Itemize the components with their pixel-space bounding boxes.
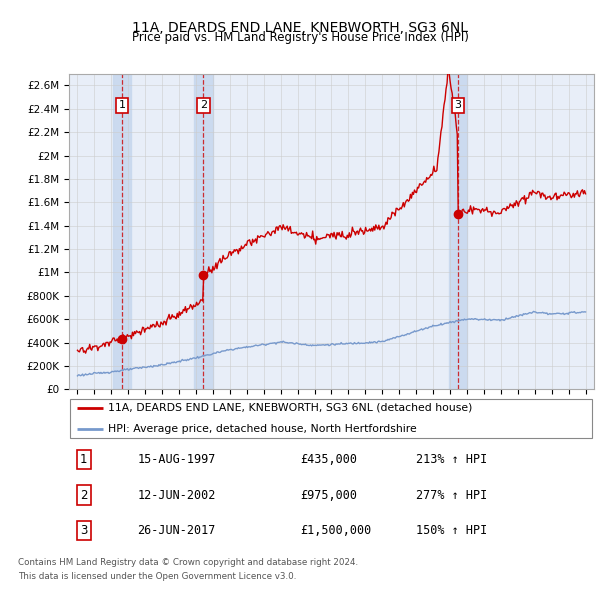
Text: 3: 3 xyxy=(455,100,461,110)
Text: 277% ↑ HPI: 277% ↑ HPI xyxy=(415,489,487,502)
Text: 3: 3 xyxy=(80,524,88,537)
Text: 213% ↑ HPI: 213% ↑ HPI xyxy=(415,453,487,466)
Text: 15-AUG-1997: 15-AUG-1997 xyxy=(137,453,215,466)
Text: 1: 1 xyxy=(80,453,88,466)
Text: 11A, DEARDS END LANE, KNEBWORTH, SG3 6NL: 11A, DEARDS END LANE, KNEBWORTH, SG3 6NL xyxy=(132,21,468,35)
Bar xyxy=(113,74,131,389)
Text: HPI: Average price, detached house, North Hertfordshire: HPI: Average price, detached house, Nort… xyxy=(109,424,417,434)
Text: £435,000: £435,000 xyxy=(300,453,357,466)
Bar xyxy=(194,74,213,389)
Text: Price paid vs. HM Land Registry's House Price Index (HPI): Price paid vs. HM Land Registry's House … xyxy=(131,31,469,44)
Text: 2: 2 xyxy=(200,100,207,110)
Bar xyxy=(449,74,467,389)
Text: £975,000: £975,000 xyxy=(300,489,357,502)
Text: 12-JUN-2002: 12-JUN-2002 xyxy=(137,489,215,502)
Text: This data is licensed under the Open Government Licence v3.0.: This data is licensed under the Open Gov… xyxy=(18,572,296,581)
Text: 2: 2 xyxy=(80,489,88,502)
Text: 11A, DEARDS END LANE, KNEBWORTH, SG3 6NL (detached house): 11A, DEARDS END LANE, KNEBWORTH, SG3 6NL… xyxy=(109,403,473,412)
Text: 1: 1 xyxy=(118,100,125,110)
Text: 26-JUN-2017: 26-JUN-2017 xyxy=(137,524,215,537)
Text: Contains HM Land Registry data © Crown copyright and database right 2024.: Contains HM Land Registry data © Crown c… xyxy=(18,558,358,566)
Text: £1,500,000: £1,500,000 xyxy=(300,524,371,537)
FancyBboxPatch shape xyxy=(70,399,592,438)
Text: 150% ↑ HPI: 150% ↑ HPI xyxy=(415,524,487,537)
